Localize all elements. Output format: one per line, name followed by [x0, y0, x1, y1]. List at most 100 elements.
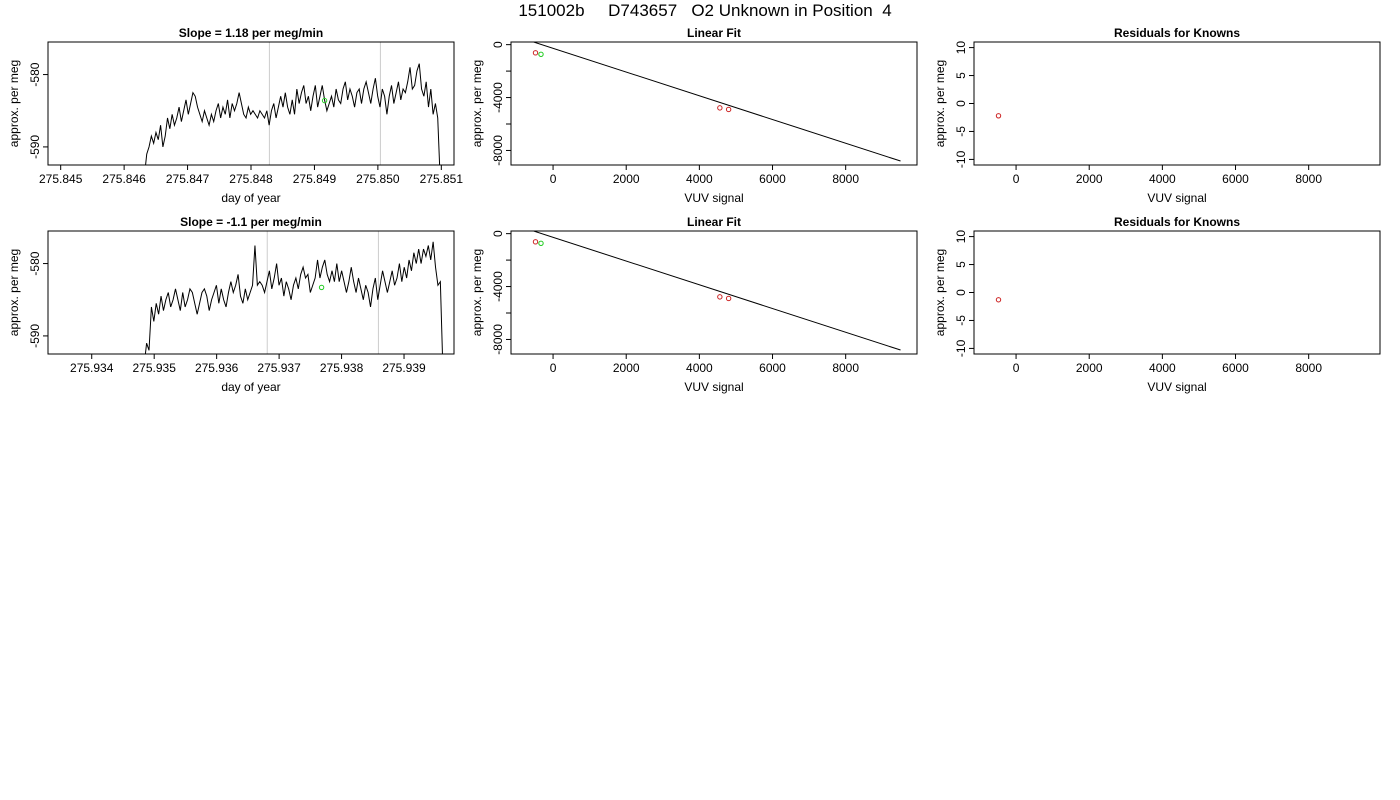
x-tick-label: 275.846 — [102, 172, 146, 186]
y-tick-label: -580 — [28, 62, 42, 86]
chart-title: Linear Fit — [687, 26, 741, 40]
x-tick-label: 275.935 — [132, 361, 176, 375]
y-axis-label: approx. per meg — [470, 249, 484, 336]
x-tick-label: 275.851 — [420, 172, 464, 186]
red-point — [725, 295, 732, 302]
chart-title: Slope = -1.1 per meg/min — [180, 215, 322, 229]
y-tick-label: -5 — [954, 315, 968, 326]
x-tick-label: 8000 — [1295, 172, 1322, 186]
x-tick-label: 4000 — [686, 172, 713, 186]
x-tick-label: 8000 — [1295, 361, 1322, 375]
fit-line — [531, 42, 901, 162]
y-tick-label: 0 — [954, 289, 968, 296]
x-tick-label: 275.937 — [257, 361, 301, 375]
fit-line — [531, 231, 901, 351]
red-point — [532, 50, 539, 56]
red-point — [995, 297, 1002, 303]
y-axis-label: approx. per meg — [933, 60, 947, 147]
plot-area — [531, 231, 901, 351]
chart-residuals-2: Residuals for Knowns 0 2000 4000 6000 8000 10 5… — [933, 215, 1381, 394]
plot-frame — [510, 41, 918, 166]
x-tick-label: 4000 — [1149, 361, 1176, 375]
y-tick-label: -8000 — [491, 135, 505, 166]
y-tick-label: 10 — [954, 41, 968, 55]
chart-title: Residuals for Knowns — [1114, 215, 1240, 229]
x-tick-label: 275.936 — [195, 361, 239, 375]
green-point — [538, 240, 544, 247]
y-tick-label: 0 — [491, 230, 505, 237]
plot-area — [995, 297, 1002, 303]
x-tick-label: 4000 — [1149, 172, 1176, 186]
data-point — [321, 97, 328, 104]
x-tick-label: 275.847 — [166, 172, 210, 186]
green-point — [538, 51, 544, 57]
red-point — [995, 113, 1002, 119]
y-tick-label: -4000 — [491, 271, 505, 302]
y-tick-label: 0 — [954, 100, 968, 107]
plot-area — [145, 42, 441, 165]
x-axis-label: VUV signal — [684, 380, 743, 394]
x-axis-label: VUV signal — [1147, 191, 1206, 205]
y-axis-label: approx. per meg — [7, 60, 21, 147]
x-tick-label: 2000 — [1076, 172, 1103, 186]
y-tick-label: 5 — [954, 72, 968, 79]
plot-frame — [47, 230, 455, 355]
x-tick-label: 2000 — [1076, 361, 1103, 375]
red-point — [725, 106, 732, 113]
plot-area — [531, 42, 901, 162]
y-axis-label: approx. per meg — [7, 249, 21, 336]
x-tick-label: 6000 — [1222, 172, 1249, 186]
x-tick-label: 275.850 — [356, 172, 400, 186]
y-tick-label: -590 — [28, 324, 42, 348]
x-tick-label: 8000 — [832, 361, 859, 375]
y-tick-label: 5 — [954, 261, 968, 268]
y-tick-label: -8000 — [491, 324, 505, 355]
x-tick-label: 275.849 — [293, 172, 337, 186]
x-tick-label: 275.845 — [39, 172, 83, 186]
y-axis-label: approx. per meg — [933, 249, 947, 336]
chart-residuals-1: Residuals for Knowns 0 2000 4000 6000 8000 10 5… — [933, 26, 1381, 205]
x-tick-label: 2000 — [613, 361, 640, 375]
x-tick-label: 0 — [550, 361, 557, 375]
x-tick-label: 0 — [1013, 172, 1020, 186]
series-line — [145, 63, 441, 165]
y-tick-label: -10 — [954, 339, 968, 357]
x-tick-label: 2000 — [613, 172, 640, 186]
y-tick-label: -5 — [954, 126, 968, 137]
plot-frame — [510, 230, 918, 355]
y-tick-label: -10 — [954, 150, 968, 168]
x-tick-label: 6000 — [759, 361, 786, 375]
red-point — [717, 105, 723, 111]
y-tick-label: -4000 — [491, 82, 505, 113]
chart-title: Residuals for Knowns — [1114, 26, 1240, 40]
plot-area — [995, 113, 1002, 119]
chart-linearfit-1: Linear Fit 0 2000 4000 6000 8000 0 -4000 -8000 VU… — [470, 26, 918, 205]
chart-linearfit-2: Linear Fit 0 2000 4000 6000 8000 0 -4000 -8000 VU… — [470, 215, 918, 394]
y-tick-label: 10 — [954, 230, 968, 244]
red-point — [532, 239, 539, 245]
y-tick-label: -580 — [28, 251, 42, 275]
x-tick-label: 275.939 — [382, 361, 426, 375]
x-tick-label: 6000 — [759, 172, 786, 186]
chart-title: Linear Fit — [687, 215, 741, 229]
x-tick-label: 0 — [1013, 361, 1020, 375]
red-point — [717, 294, 723, 300]
chart-timeseries-2: Slope = -1.1 per meg/min 275.934 275.935 27… — [7, 215, 455, 394]
plot-frame — [47, 41, 455, 166]
page-title: 151002b D743657 O2 Unknown in Position 4 — [518, 1, 892, 20]
x-axis-label: VUV signal — [684, 191, 743, 205]
plot-area — [144, 231, 443, 354]
data-point — [318, 284, 325, 291]
x-axis-label: day of year — [221, 191, 280, 205]
y-tick-label: -590 — [28, 135, 42, 159]
y-tick-label: 0 — [491, 41, 505, 48]
x-tick-label: 6000 — [1222, 361, 1249, 375]
plot-frame — [973, 41, 1381, 166]
y-axis-label: approx. per meg — [470, 60, 484, 147]
x-axis-label: VUV signal — [1147, 380, 1206, 394]
x-tick-label: 275.938 — [320, 361, 364, 375]
x-axis-label: day of year — [221, 380, 280, 394]
plot-frame — [973, 230, 1381, 355]
x-tick-label: 0 — [550, 172, 557, 186]
